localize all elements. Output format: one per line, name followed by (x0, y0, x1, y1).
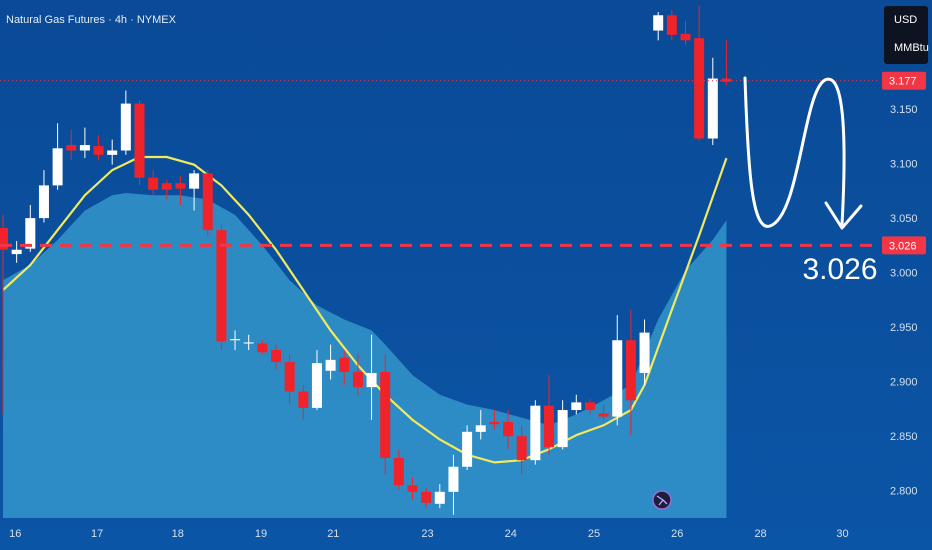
candle-body (38, 185, 49, 219)
y-tick-label: 2.850 (890, 431, 918, 443)
candle-body (434, 491, 445, 504)
candle-body (503, 422, 514, 437)
candle-body (721, 78, 732, 82)
candle-body (380, 371, 391, 459)
price-tag (882, 71, 926, 90)
candle-body (148, 177, 159, 190)
x-tick-label: 17 (91, 528, 103, 540)
y-tick-label: 2.800 (890, 486, 918, 498)
candle-body (625, 340, 636, 401)
candle-body (298, 391, 309, 408)
candle-body (161, 183, 172, 190)
candle-body (107, 150, 118, 155)
candle-body (421, 491, 432, 503)
chart-title: Natural Gas Futures · 4h · NYMEX (6, 14, 177, 26)
candle-body (530, 405, 541, 461)
candle-body (707, 78, 718, 139)
candle-body (666, 15, 677, 35)
price-tag-label: 3.026 (889, 240, 917, 252)
candle-body (216, 230, 227, 342)
y-tick-label: 2.900 (890, 377, 918, 389)
candle-body (339, 357, 350, 372)
candle-body (325, 359, 336, 371)
candle-body (571, 402, 582, 411)
price-annotation: 3.026 (802, 253, 877, 286)
candle-body (257, 343, 268, 353)
candle-body (202, 173, 213, 231)
arrow-head (824, 201, 863, 230)
candle-body (516, 436, 527, 461)
candle-body (79, 145, 90, 151)
candle-body (175, 183, 186, 189)
event-icon-glyph (656, 495, 668, 506)
candle-body (448, 466, 459, 492)
x-tick-label: 26 (671, 528, 683, 540)
y-tick-label: 3.050 (890, 213, 918, 225)
currency-label: USD (894, 14, 917, 26)
candle-body (0, 227, 9, 250)
candle-body (584, 402, 595, 411)
candle-body (462, 431, 473, 467)
x-tick-label: 28 (754, 528, 766, 540)
drawn-arrow (743, 76, 846, 228)
x-tick-label: 18 (172, 528, 184, 540)
candle-body (66, 145, 77, 151)
unit-box (884, 6, 928, 64)
candle-body (25, 218, 36, 249)
x-tick-label: 23 (421, 528, 433, 540)
candle-body (393, 458, 404, 486)
candle-body (407, 485, 418, 492)
x-tick-label: 24 (505, 528, 517, 540)
candle-body (93, 146, 104, 155)
candle-body (134, 103, 145, 178)
x-tick-label: 21 (327, 528, 339, 540)
price-tag-label: 3.177 (889, 76, 917, 88)
plot-area: 3.177 3.026 2.800 2.850 2.900 2.950 3.000 3.050… (0, 5, 926, 540)
x-tick-label: 25 (588, 528, 600, 540)
candle-body (653, 15, 664, 31)
candle-body (612, 340, 623, 417)
candle-body (475, 425, 486, 432)
candle-body (230, 339, 241, 341)
candle-body (352, 371, 363, 388)
candle-body (543, 405, 554, 448)
y-tick-label: 2.950 (890, 322, 918, 334)
x-tick-label: 19 (255, 528, 267, 540)
candle-body (694, 38, 705, 139)
y-tick-label: 3.150 (890, 104, 918, 116)
candle-body (52, 148, 63, 186)
candle-body (680, 33, 691, 41)
candle-body (489, 422, 500, 425)
unit-label: MMBtu (894, 42, 929, 54)
y-tick-label: 3.000 (890, 268, 918, 280)
candle-body (11, 249, 22, 255)
candle-body (243, 342, 254, 344)
y-tick-label: 3.100 (890, 159, 918, 171)
candle-body (311, 363, 322, 408)
candle-body (284, 362, 295, 392)
x-tick-label: 16 (9, 528, 21, 540)
candle-body (120, 103, 131, 151)
price-tag (882, 236, 926, 255)
candle-body (639, 332, 650, 373)
candle-body (366, 372, 377, 388)
candle-body (557, 410, 568, 448)
candle-body (598, 413, 609, 417)
candle-body (189, 173, 200, 189)
x-tick-label: 30 (836, 528, 848, 540)
candle-body (270, 350, 281, 363)
